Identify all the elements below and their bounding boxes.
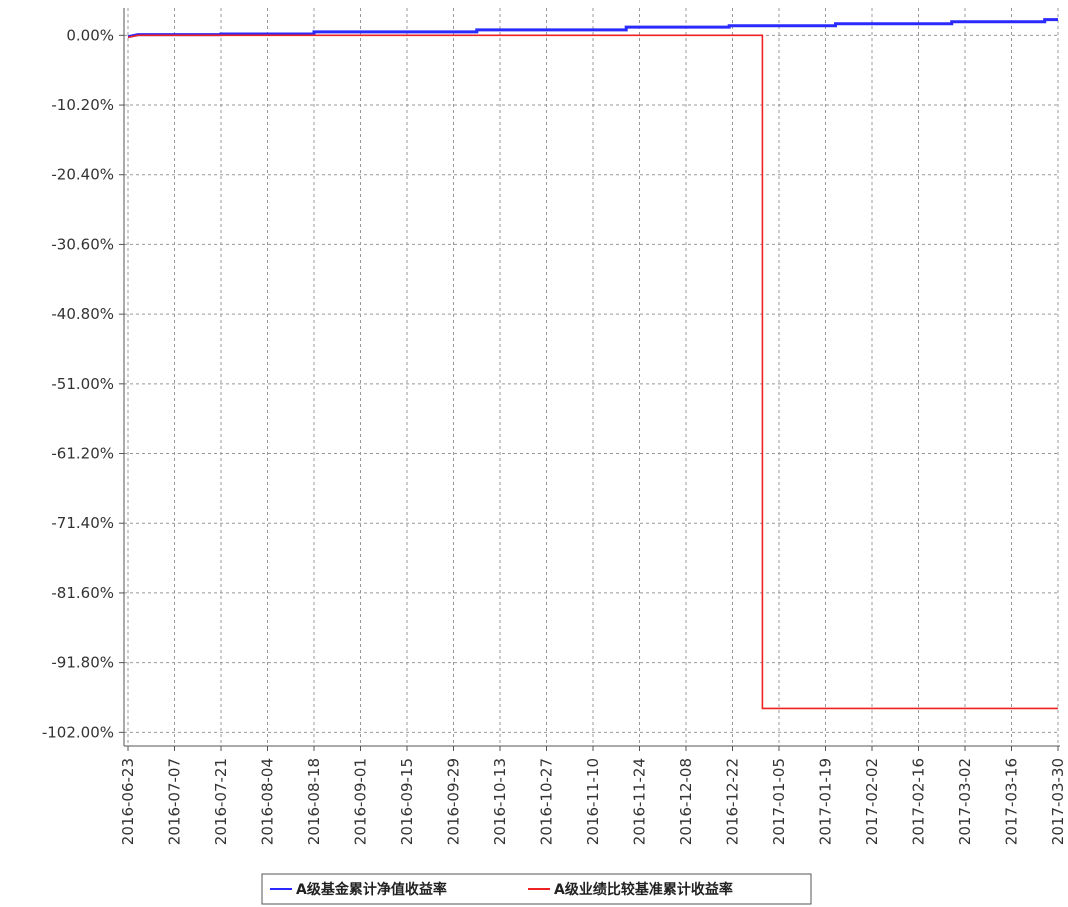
series <box>127 18 1058 710</box>
x-tick-label: 2016-10-27 <box>538 758 556 845</box>
x-tick-label: 2016-09-29 <box>445 758 463 845</box>
x-tick-label: 2016-09-15 <box>398 758 416 845</box>
y-tick-label: -10.20% <box>51 96 114 114</box>
plot-background <box>124 8 1060 746</box>
x-tick-label: 2017-01-19 <box>817 758 835 845</box>
y-tick-label: -30.60% <box>51 235 114 253</box>
legend-label-1: A级基金累计净值收益率 <box>296 881 447 898</box>
x-tick-label: 2016-12-22 <box>724 758 742 845</box>
x-tick-label: 2016-12-08 <box>677 758 695 845</box>
x-tick-label: 2017-02-16 <box>910 758 928 845</box>
y-tick-label: -81.60% <box>51 584 114 602</box>
x-tick-label: 2016-11-10 <box>584 758 602 845</box>
series-line-2 <box>127 34 1058 710</box>
y-axis-ticks: 0.00% -10.20% -20.40% -30.60% -40.80% -51.00%… <box>42 26 124 741</box>
x-tick-label: 2016-07-07 <box>166 758 184 845</box>
y-tick-label: -20.40% <box>51 166 114 184</box>
axes <box>123 8 1060 747</box>
series-line-1 <box>127 18 1058 39</box>
x-axis-ticks: 2016-06-23 2016-07-07 2016-07-21 2016-08-04… <box>119 746 1067 845</box>
legend-label-2: A级业绩比较基准累计收益率 <box>554 881 733 898</box>
x-tick-label: 2016-10-13 <box>491 758 509 845</box>
y-tick-label: -71.40% <box>51 514 114 532</box>
grid <box>124 8 1060 746</box>
x-tick-label: 2016-11-24 <box>631 758 649 845</box>
y-tick-label: -91.80% <box>51 654 114 672</box>
y-tick-label: -51.00% <box>51 375 114 393</box>
x-tick-label: 2017-03-16 <box>1003 758 1021 845</box>
x-tick-label: 2017-03-02 <box>956 758 974 845</box>
y-tick-label: -102.00% <box>42 723 114 741</box>
x-tick-label: 2016-06-23 <box>119 758 137 845</box>
y-tick-label: -40.80% <box>51 305 114 323</box>
x-tick-label: 2016-09-01 <box>352 758 370 845</box>
x-tick-label: 2016-08-04 <box>259 758 277 845</box>
x-tick-label: 2016-08-18 <box>305 758 323 845</box>
x-tick-label: 2017-01-05 <box>770 758 788 845</box>
legend: A级基金累计净值收益率 A级业绩比较基准累计收益率 <box>261 873 812 905</box>
x-tick-label: 2016-07-21 <box>212 758 230 845</box>
x-tick-label: 2017-03-30 <box>1049 758 1067 845</box>
y-tick-label: 0.00% <box>66 26 114 44</box>
x-tick-label: 2017-02-02 <box>863 758 881 845</box>
y-tick-label: -61.20% <box>51 445 114 463</box>
